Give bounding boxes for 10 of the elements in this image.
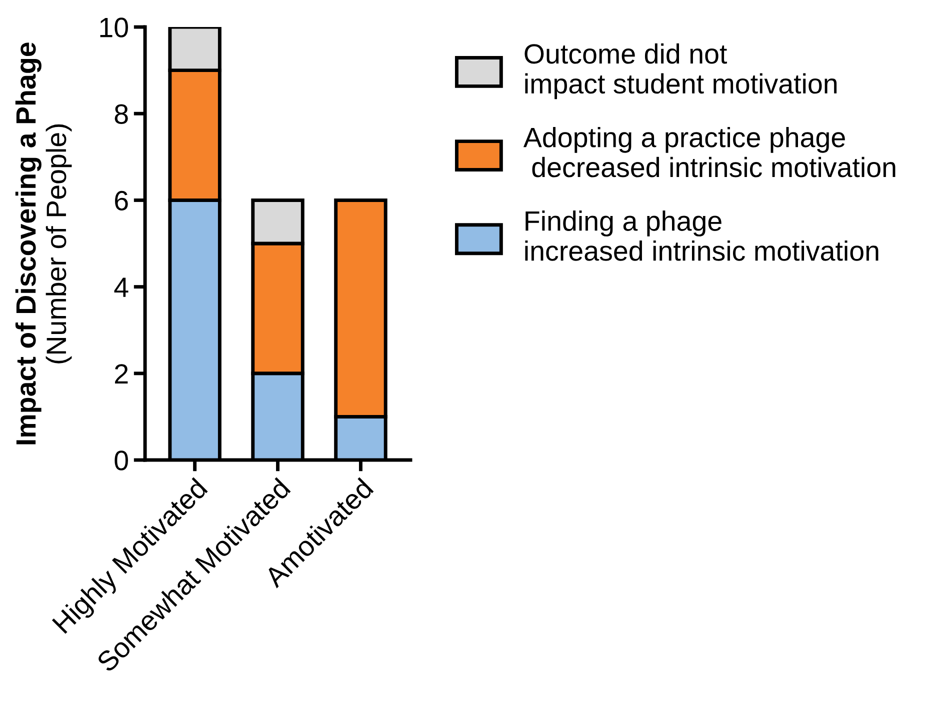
y-tick-label: 8: [114, 104, 128, 124]
y-tick-label: 4: [114, 278, 128, 297]
y-axis-title: Impact of Discovering a Phage (Number of People): [15, 42, 72, 444]
y-tick-label: 6: [115, 190, 128, 211]
legend-label: Adopting a practice phage decreased intrinsic motivation: [523, 126, 896, 178]
legend-label: Finding a phage increased intrinsic motivation: [525, 210, 878, 261]
y-tick-label: 10: [100, 18, 128, 38]
y-tick-label: 0: [114, 450, 128, 470]
y-tick-label: 2: [115, 364, 128, 384]
legend-label: Outcome did not impact student motivation: [524, 43, 837, 100]
